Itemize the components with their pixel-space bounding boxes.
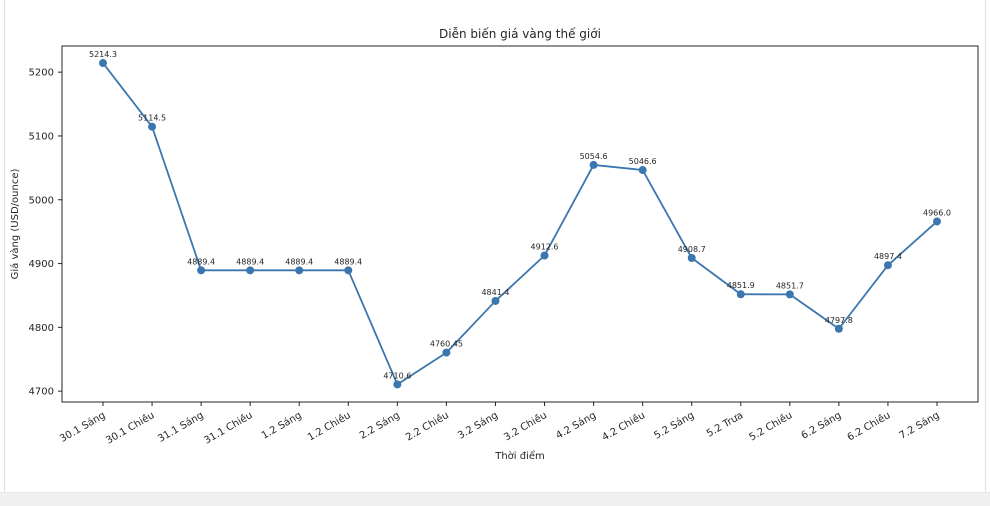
data-point-label: 4897.4 [874,252,902,261]
x-tick-label: 5.2 Trưa [705,410,745,440]
data-point [491,296,500,305]
data-point-label: 5046.6 [629,157,657,166]
chart-title: Diễn biến giá vàng thế giới [439,27,601,41]
data-point [344,266,353,275]
x-tick-label: 5.2 Chiều [747,409,794,443]
x-tick-label: 30.1 Sáng [58,409,108,445]
data-point [99,59,107,68]
page-footer-strip [0,492,990,506]
data-point [638,166,647,175]
data-point-label: 4710.6 [383,371,411,380]
data-point-label: 4966.0 [923,208,951,217]
x-tick-label: 2.2 Chiều [404,409,451,443]
data-point-label: 5114.5 [138,114,166,123]
data-point-label: 4889.4 [187,257,215,266]
data-point-label: 4851.7 [776,281,804,290]
data-point-label: 4889.4 [334,257,362,266]
x-axis-label: Thời điểm [494,449,545,462]
data-point [883,261,892,270]
data-point [589,160,598,169]
x-tick-label: 30.1 Chiều [104,409,157,446]
data-point [197,266,206,275]
x-tick-label: 7.2 Sáng [897,409,941,442]
x-tick-label: 6.2 Sáng [799,409,843,442]
y-tick-label: 5200 [29,68,54,79]
data-point [785,290,794,299]
data-point-label: 4912.6 [531,243,559,252]
x-tick-label: 4.2 Sáng [554,409,598,442]
x-tick-label: 31.1 Chiều [202,409,255,446]
data-point [687,254,696,263]
data-point-label: 5214.3 [89,50,117,59]
y-tick-label: 5100 [29,131,54,142]
data-point-label: 4889.4 [285,257,313,266]
price-line [102,62,938,386]
x-tick-label: 5.2 Sáng [652,409,696,442]
data-point [148,122,157,131]
y-tick-label: 5000 [29,195,54,206]
x-tick-label: 6.2 Chiều [845,409,892,443]
gold-price-line-chart: Diễn biến giá vàng thế giới Thời điểm Gi… [9,27,979,462]
y-axis-label: Giá vàng (USD/ounce) [9,169,21,280]
data-point [246,266,255,275]
x-tick-label: 1.2 Chiều [306,409,353,443]
data-point-label: 4851.9 [727,281,755,290]
data-point [834,324,843,333]
y-tick-label: 4700 [29,387,54,398]
x-tick-label: 3.2 Chiều [502,409,549,443]
y-tick-label: 4800 [29,323,54,334]
x-tick-label: 3.2 Sáng [456,409,500,442]
data-point-label: 5054.6 [580,152,608,161]
data-point-label: 4908.7 [678,245,706,254]
x-tick-label: 1.2 Sáng [259,409,303,442]
data-point [540,251,549,260]
data-point-label: 4797.8 [825,316,853,325]
data-point [295,266,304,275]
data-point [933,217,941,226]
data-point-label: 4889.4 [236,257,264,266]
data-point-label: 4841.4 [481,288,509,297]
x-tick-label: 31.1 Sáng [156,409,206,445]
data-point-label: 4760.45 [430,340,463,349]
data-point [393,380,402,389]
data-point [442,348,451,357]
data-point [736,290,745,299]
x-tick-label: 4.2 Chiều [600,409,647,443]
axes-frame [61,45,979,403]
y-tick-label: 4900 [29,259,54,270]
chart-card [4,0,986,492]
x-tick-label: 2.2 Sáng [358,409,402,442]
